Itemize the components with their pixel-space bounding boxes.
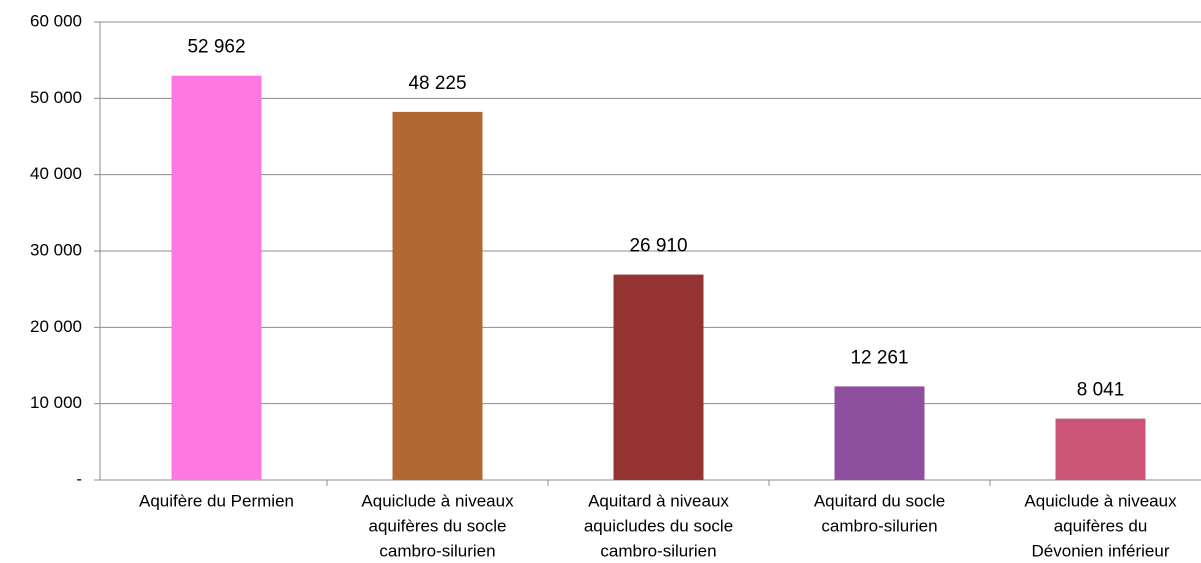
x-tick-label: aquicludes du socle [584,516,733,535]
bar [1055,418,1146,480]
value-label: 26 910 [629,236,687,257]
x-tick-label: Dévonien inférieur [1032,541,1170,560]
x-tick-label: Aquifère du Permien [139,491,294,510]
value-label: 8 041 [1077,380,1125,401]
y-tick-label: 50 000 [30,88,82,107]
x-tick-label: Aquitard du socle [814,491,945,510]
y-tick-label: 30 000 [30,240,82,259]
x-tick-label: Aquitard à niveaux [588,491,729,510]
value-label: 52 962 [187,37,245,58]
x-tick-label: cambro-silurien [600,541,716,560]
bar [392,111,483,480]
x-tick-label: aquifères du socle [369,516,507,535]
x-tick-label: Aquiclude à niveaux [1024,491,1177,510]
x-tick-label: cambro-silurien [379,541,495,560]
bar [834,386,925,480]
value-label: 48 225 [408,73,466,94]
y-tick-label: 60 000 [30,11,82,30]
bar [613,274,704,480]
y-tick-label: 20 000 [30,317,82,336]
bar [171,75,262,481]
value-label: 12 261 [850,347,908,368]
y-tick-label: 10 000 [30,393,82,412]
y-tick-label: - [76,469,82,488]
y-tick-label: 40 000 [30,164,82,183]
x-tick-label: cambro-silurien [821,516,937,535]
x-tick-label: Aquiclude à niveaux [361,491,514,510]
x-tick-label: aquifères du [1054,516,1148,535]
